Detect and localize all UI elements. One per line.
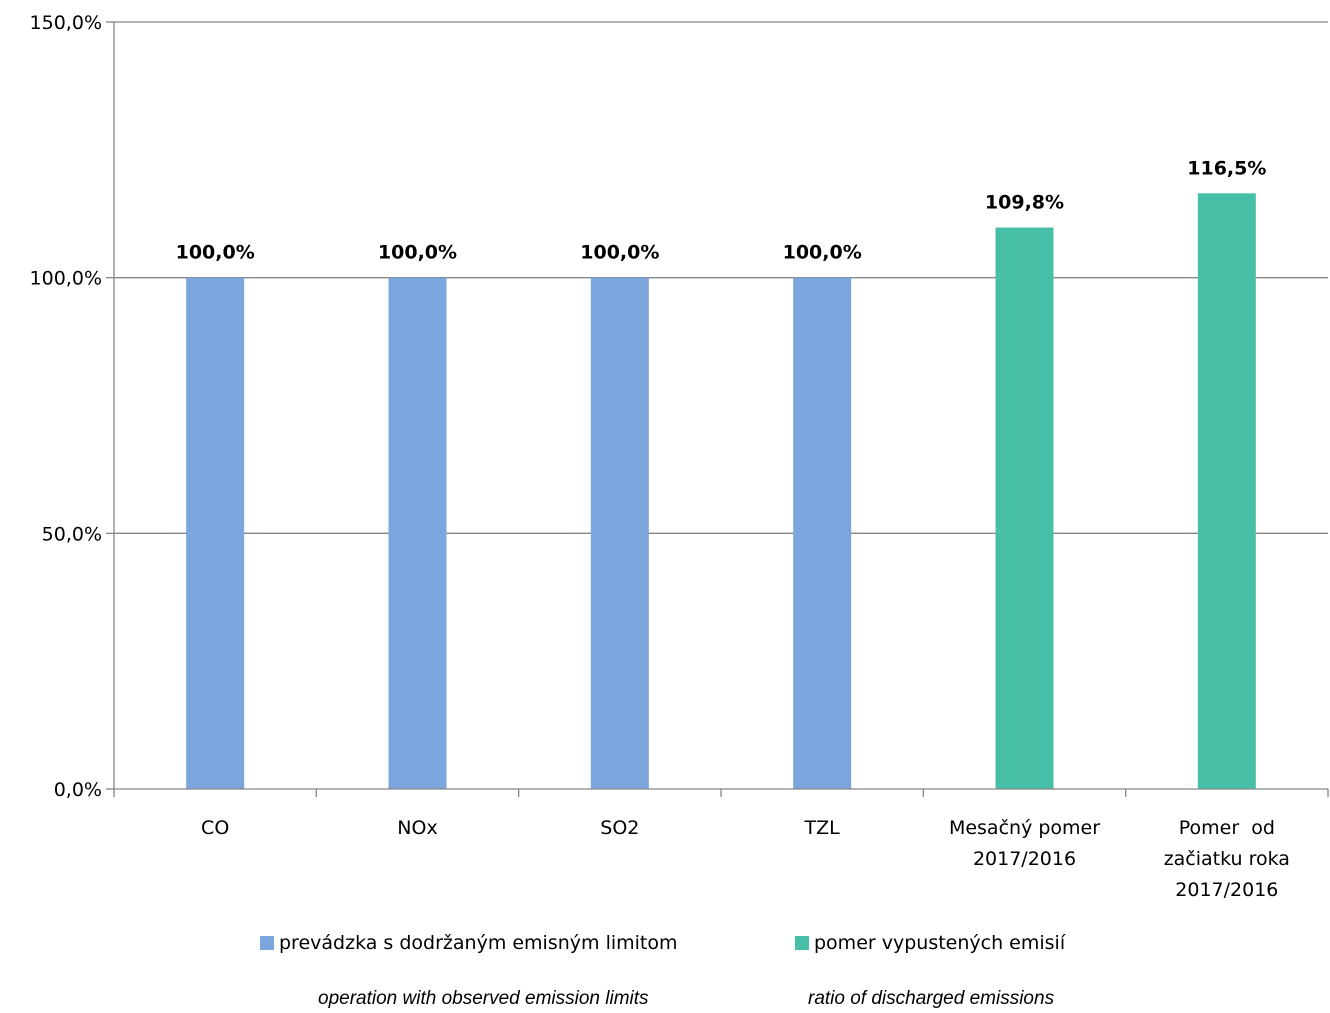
data-label: 100,0% xyxy=(176,242,255,264)
legend-translation-series-1: operation with observed emission limits xyxy=(318,988,649,1009)
bar xyxy=(793,277,852,789)
legend-item-series-1: prevádzka s dodržaným emisným limitom xyxy=(260,932,678,954)
legend-label-series-2: pomer vypustených emisií xyxy=(814,932,1066,954)
x-tick-label: TZL xyxy=(804,817,841,839)
legend-label-series-1: prevádzka s dodržaným emisným limitom xyxy=(279,932,678,954)
x-tick-label: CO xyxy=(201,817,229,839)
bar xyxy=(1197,193,1256,790)
legend-translation-series-2: ratio of discharged emissions xyxy=(808,988,1055,1009)
x-tick-label: 2017/2016 xyxy=(1175,879,1278,901)
legend-swatch-series-2 xyxy=(795,936,809,950)
bar xyxy=(186,277,245,789)
y-tick-label: 50,0% xyxy=(42,523,102,545)
bar xyxy=(590,277,649,789)
data-label: 100,0% xyxy=(783,242,862,264)
x-tick-label: Mesačný pomer xyxy=(949,817,1100,839)
data-label: 100,0% xyxy=(378,242,457,264)
x-tick-label: začiatku roka xyxy=(1164,848,1290,870)
data-label: 100,0% xyxy=(580,242,659,264)
x-tick-label: SO2 xyxy=(600,817,639,839)
axes xyxy=(106,21,1329,797)
bar xyxy=(995,227,1054,789)
gridlines xyxy=(114,21,1328,534)
bar xyxy=(388,277,447,789)
labels: 0,0% 50,0% 100,0% 150,0% CO NOx SO2 TZL Mesačný … xyxy=(30,12,1290,901)
x-tick-label: NOx xyxy=(397,817,437,839)
x-tick-label: Pomer od xyxy=(1179,817,1275,839)
bars xyxy=(186,193,1256,790)
legend-swatch-series-1 xyxy=(260,936,274,950)
x-tick-label: 2017/2016 xyxy=(973,848,1076,870)
y-tick-label: 100,0% xyxy=(30,268,102,290)
data-label: 116,5% xyxy=(1187,157,1266,179)
legend-item-series-2: pomer vypustených emisií xyxy=(795,932,1065,954)
y-tick-label: 150,0% xyxy=(30,12,102,34)
bar-chart: 0,0% 50,0% 100,0% 150,0% CO NOx SO2 TZL Mesačný … xyxy=(30,12,1329,901)
data-label: 109,8% xyxy=(985,192,1064,214)
y-tick-label: 0,0% xyxy=(54,779,102,801)
